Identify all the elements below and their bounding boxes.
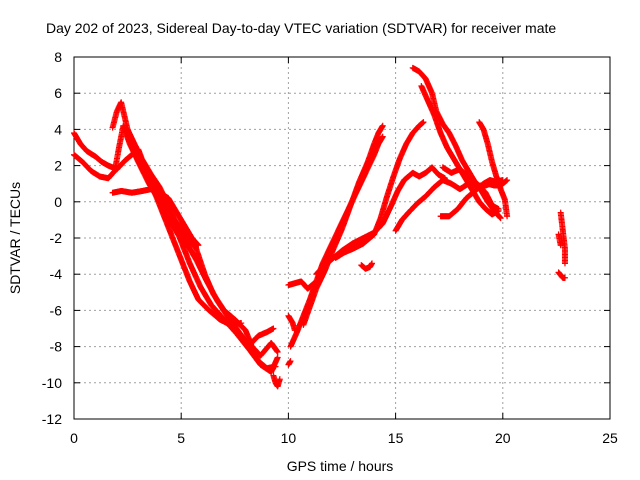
x-tick-label: 20 (495, 430, 511, 446)
grid-lines (74, 57, 610, 419)
x-tick-label: 10 (281, 430, 297, 446)
data-point (504, 213, 511, 220)
data-point (287, 358, 294, 365)
y-tick-label: -4 (50, 266, 63, 282)
data-point (274, 349, 281, 356)
data-point (238, 320, 245, 327)
y-tick-label: 0 (54, 194, 62, 210)
data-point (557, 242, 564, 249)
y-tick-label: -8 (50, 339, 63, 355)
data-point (270, 325, 277, 332)
y-tick-label: 6 (54, 85, 62, 101)
y-tick-label: 2 (54, 158, 62, 174)
y-tick-label: -12 (42, 411, 62, 427)
axis-ticks: 0 5 10 15 20 25 -12 -10 -8 -6 -4 -2 0 2 4 6 8 (42, 49, 618, 446)
x-tick-label: 5 (177, 430, 185, 446)
data-point (379, 133, 386, 140)
data-point (495, 206, 502, 213)
data-point (504, 177, 511, 184)
y-tick-label: 4 (54, 121, 62, 137)
data-point (274, 354, 281, 361)
y-tick-label: -10 (42, 375, 62, 391)
x-tick-label: 0 (70, 430, 78, 446)
chart-title: Day 202 of 2023, Sidereal Day-to-day VTE… (46, 20, 556, 36)
data-point (276, 376, 283, 383)
data-point (561, 274, 568, 281)
x-tick-label: 25 (602, 430, 618, 446)
data-point (369, 260, 376, 267)
data-point (195, 242, 202, 249)
x-tick-label: 15 (388, 430, 404, 446)
x-axis-label: GPS time / hours (287, 458, 394, 474)
data-point (379, 122, 386, 129)
y-tick-label: -6 (50, 302, 63, 318)
data-point (420, 119, 427, 126)
data-point (497, 215, 504, 222)
y-tick-label: -2 (50, 230, 63, 246)
data-points (71, 64, 568, 390)
data-point (561, 260, 568, 267)
y-axis-label: SDTVAR / TECUs (7, 182, 23, 294)
y-tick-label: 8 (54, 49, 62, 65)
